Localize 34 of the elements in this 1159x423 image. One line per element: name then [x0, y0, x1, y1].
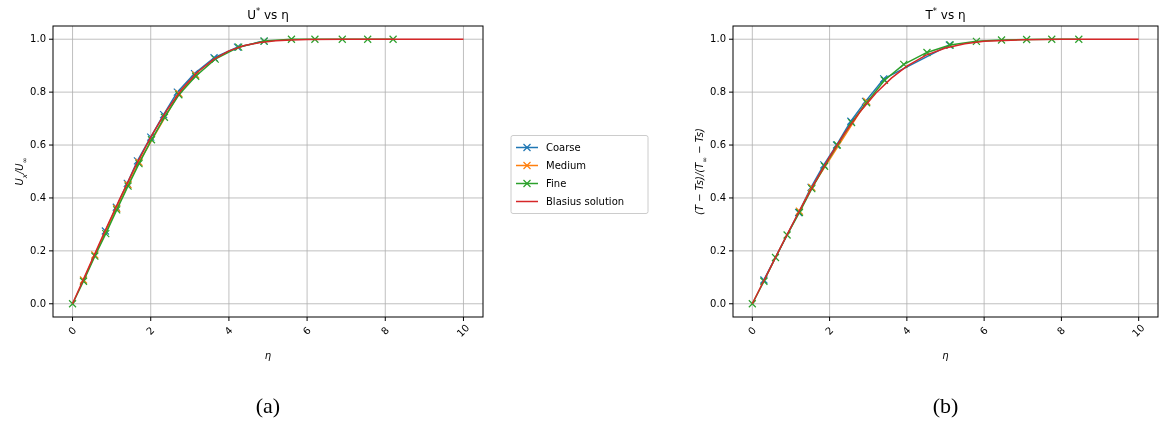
x-tick-label: 8 [378, 324, 392, 337]
x-axis-title: η [264, 350, 272, 361]
x-tick-label: 2 [823, 324, 836, 337]
text: (b) [932, 393, 959, 418]
y-tick-label: 0.2 [710, 244, 726, 256]
y-tick-label: 0.2 [30, 244, 46, 256]
x-tick-label: 10 [454, 322, 472, 340]
y-tick-label: 0.4 [710, 191, 726, 203]
x-tick-label: 6 [300, 324, 313, 337]
chart-title: U$^{*}$ vs η [247, 6, 289, 22]
x-tick-label: 8 [1054, 324, 1068, 337]
y-tick-label: 0.8 [710, 86, 726, 98]
chart-title: T$^{*}$ vs η [924, 6, 966, 22]
x-tick-label: 0 [745, 324, 759, 337]
y-tick-label: 1.0 [710, 33, 726, 45]
y-tick-label: 0.6 [710, 139, 726, 151]
y-tick-label: 1.0 [30, 33, 46, 45]
x-axis-title: η [942, 350, 949, 361]
y-tick-label: 0.4 [30, 191, 46, 203]
y-tick-label: 0.8 [30, 86, 46, 98]
legend-label: Medium [546, 159, 586, 171]
x-tick-label: 4 [222, 324, 235, 337]
legend-label: Coarse [546, 141, 581, 153]
x-tick-label: 2 [144, 324, 157, 337]
y-tick-label: 0.6 [30, 139, 46, 151]
y-tick-label: 0.0 [30, 297, 46, 309]
x-tick-label: 6 [977, 324, 990, 337]
x-tick-label: 4 [900, 324, 913, 337]
y-tick-label: 0.0 [710, 297, 726, 309]
legend-label: Fine [546, 177, 567, 189]
x-tick-label: 10 [1129, 322, 1147, 340]
legend-label: Blasius solution [546, 195, 625, 207]
text: (a) [255, 393, 281, 418]
x-tick-label: 0 [66, 324, 79, 337]
